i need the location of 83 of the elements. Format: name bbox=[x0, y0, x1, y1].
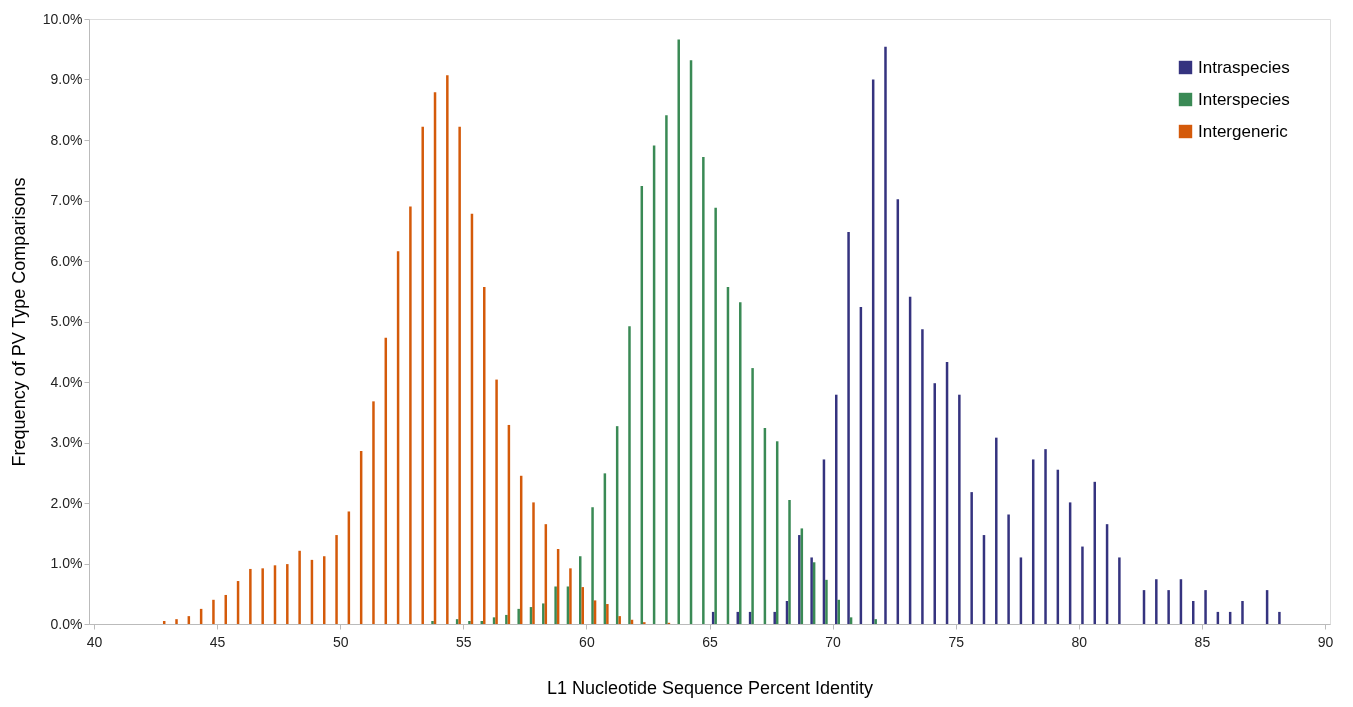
legend-label: Interspecies bbox=[1198, 89, 1290, 109]
bar bbox=[569, 568, 572, 624]
bar bbox=[739, 302, 742, 624]
bar bbox=[468, 620, 471, 624]
bar bbox=[847, 231, 850, 624]
bar bbox=[261, 568, 264, 624]
bar bbox=[446, 75, 449, 624]
y-tick-label: 5.0% bbox=[50, 313, 83, 329]
bar bbox=[249, 568, 252, 624]
bar bbox=[1044, 449, 1047, 624]
y-tick-label: 9.0% bbox=[50, 71, 83, 87]
bar bbox=[1241, 601, 1244, 624]
y-tick-label: 6.0% bbox=[50, 252, 83, 269]
bar bbox=[933, 383, 936, 624]
y-tick-label: 4.0% bbox=[50, 373, 83, 390]
bar bbox=[212, 599, 215, 624]
x-tick-label: 50 bbox=[332, 633, 349, 650]
bar bbox=[409, 206, 412, 624]
bar bbox=[1278, 611, 1281, 624]
y-tick-label: 7.0% bbox=[50, 192, 83, 208]
bar bbox=[714, 207, 717, 624]
bar bbox=[1155, 579, 1158, 624]
bar bbox=[1118, 557, 1121, 624]
bar bbox=[175, 619, 178, 624]
bar bbox=[505, 614, 508, 624]
y-tick-label: 0.0% bbox=[50, 615, 83, 632]
bar bbox=[517, 608, 520, 624]
x-tick-label: 60 bbox=[579, 633, 595, 650]
x-axis-title: L1 Nucleotide Sequence Percent Identity bbox=[546, 677, 874, 698]
y-axis-title: Frequency of PV Type Comparisons bbox=[8, 177, 29, 467]
bar bbox=[702, 156, 705, 624]
bar bbox=[458, 126, 461, 624]
bar bbox=[421, 126, 424, 624]
x-tick-label: 55 bbox=[456, 633, 472, 650]
x-tick-label: 40 bbox=[86, 633, 103, 650]
bar bbox=[1204, 590, 1207, 624]
bar bbox=[298, 550, 301, 624]
bar bbox=[286, 564, 289, 624]
x-tick-label: 85 bbox=[1194, 633, 1211, 650]
x-tick-label: 80 bbox=[1071, 633, 1088, 650]
bar bbox=[995, 437, 998, 624]
bar bbox=[532, 502, 535, 624]
x-tick-label: 90 bbox=[1317, 633, 1334, 650]
bar bbox=[884, 46, 887, 624]
y-tick-label: 1.0% bbox=[50, 555, 83, 571]
y-tick-label: 2.0% bbox=[50, 494, 83, 511]
y-tick-label: 10.0% bbox=[42, 10, 83, 27]
y-tick-label: 3.0% bbox=[50, 434, 83, 450]
bar bbox=[835, 394, 838, 624]
bar bbox=[372, 401, 375, 624]
bar bbox=[606, 604, 609, 624]
bar bbox=[495, 379, 498, 624]
bar bbox=[788, 499, 791, 624]
bar bbox=[1007, 514, 1010, 624]
legend-label: Intraspecies bbox=[1198, 57, 1290, 77]
bar bbox=[677, 39, 680, 624]
bar bbox=[665, 115, 668, 624]
bar bbox=[825, 579, 828, 624]
y-tick-label: 8.0% bbox=[50, 131, 83, 148]
bar bbox=[1167, 590, 1170, 624]
bar bbox=[618, 616, 621, 624]
bar bbox=[431, 620, 434, 624]
x-tick-label: 65 bbox=[702, 633, 718, 650]
bar bbox=[773, 611, 776, 624]
bar bbox=[542, 603, 545, 624]
legend-label: Intergeneric bbox=[1198, 121, 1289, 141]
bar bbox=[874, 619, 877, 624]
x-tick-label: 45 bbox=[209, 633, 226, 650]
bar bbox=[810, 557, 813, 624]
bar bbox=[554, 586, 557, 624]
bar bbox=[628, 326, 631, 624]
bar bbox=[958, 394, 961, 624]
x-tick-label: 70 bbox=[825, 633, 842, 650]
bar bbox=[335, 535, 338, 624]
bar bbox=[581, 587, 584, 624]
bar bbox=[798, 535, 801, 624]
bar bbox=[591, 507, 594, 624]
bar bbox=[483, 287, 486, 624]
bar bbox=[970, 492, 973, 624]
x-tick-label: 75 bbox=[948, 633, 965, 650]
bar bbox=[921, 329, 924, 624]
bar bbox=[1081, 546, 1084, 624]
bar bbox=[751, 368, 754, 624]
